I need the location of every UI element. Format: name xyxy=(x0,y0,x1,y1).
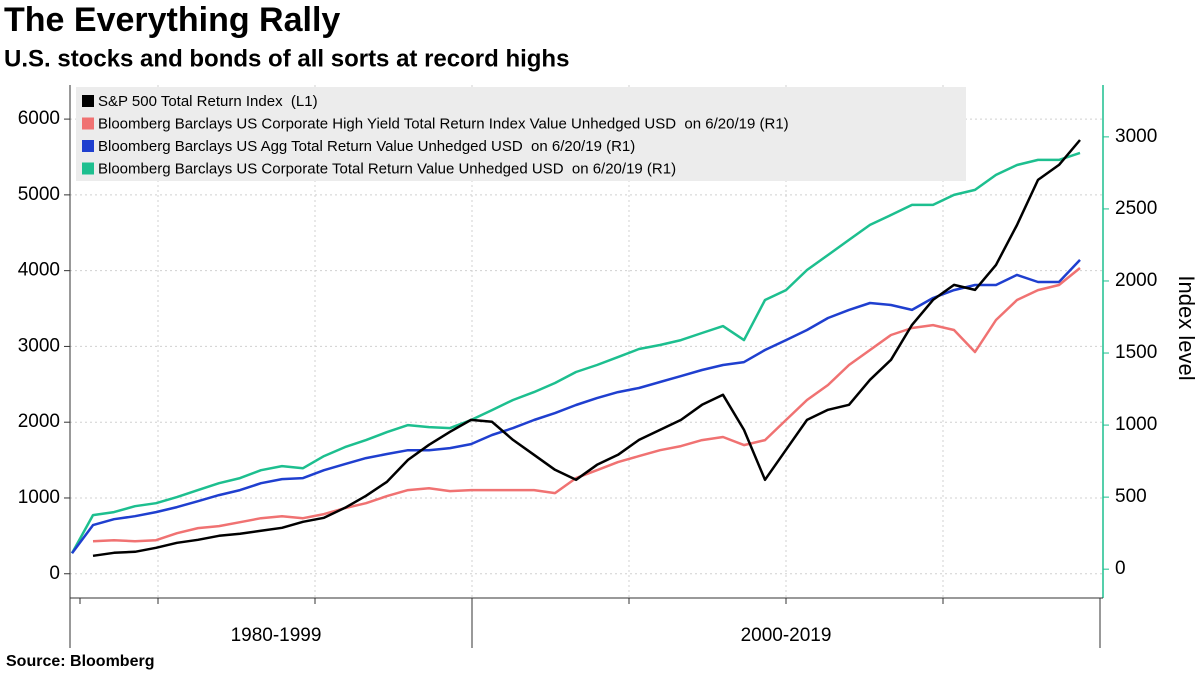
legend-label: Bloomberg Barclays US Agg Total Return V… xyxy=(98,138,635,155)
legend-swatch xyxy=(82,95,94,107)
legend-swatch xyxy=(82,117,94,130)
y-tick-label: 5000 xyxy=(18,184,60,205)
axes: 0 1000 2000 3000 4000 5000 6000 0 500 1000 1500 200… xyxy=(18,85,1199,648)
y-tick-label: 2000 xyxy=(18,411,60,432)
legend-label: S&P 500 Total Return Index (L1) xyxy=(98,93,318,110)
x-group-label: 1980-1999 xyxy=(231,625,322,646)
series-line xyxy=(70,151,1081,554)
legend-box xyxy=(76,87,966,181)
y-tick-label: 4000 xyxy=(18,260,60,281)
y-tick-label: 1000 xyxy=(18,487,60,508)
legend-swatch xyxy=(82,162,94,175)
y-tick-label: 3000 xyxy=(18,335,60,356)
y-tick-label: 6000 xyxy=(18,108,60,129)
series-line xyxy=(70,259,1081,554)
x-group-label: 2000-2019 xyxy=(741,625,832,646)
legend-label: Bloomberg Barclays US Corporate High Yie… xyxy=(98,115,789,132)
y2-tick-label: 500 xyxy=(1115,486,1147,507)
legend-label: Bloomberg Barclays US Corporate Total Re… xyxy=(98,160,676,177)
legend-swatch xyxy=(82,140,94,152)
series-line xyxy=(92,139,1081,558)
y2-tick-label: 2000 xyxy=(1115,270,1157,291)
y2-tick-label: 0 xyxy=(1115,558,1126,579)
series-line xyxy=(92,267,1081,543)
y-tick-label: 0 xyxy=(49,563,60,584)
source: Source: Bloomberg xyxy=(6,653,154,670)
chart-subtitle: U.S. stocks and bonds of all sorts at re… xyxy=(4,45,569,72)
y2-tick-label: 1000 xyxy=(1115,414,1157,435)
plot xyxy=(70,139,1081,558)
y2-axis-label: Index level xyxy=(1174,275,1199,380)
y2-tick-label: 2500 xyxy=(1115,198,1157,219)
y2-tick-label: 3000 xyxy=(1115,126,1157,147)
chart-title: The Everything Rally xyxy=(4,1,340,39)
y2-tick-label: 1500 xyxy=(1115,342,1157,363)
legend: S&P 500 Total Return Index (L1) Bloomberg… xyxy=(76,87,966,181)
